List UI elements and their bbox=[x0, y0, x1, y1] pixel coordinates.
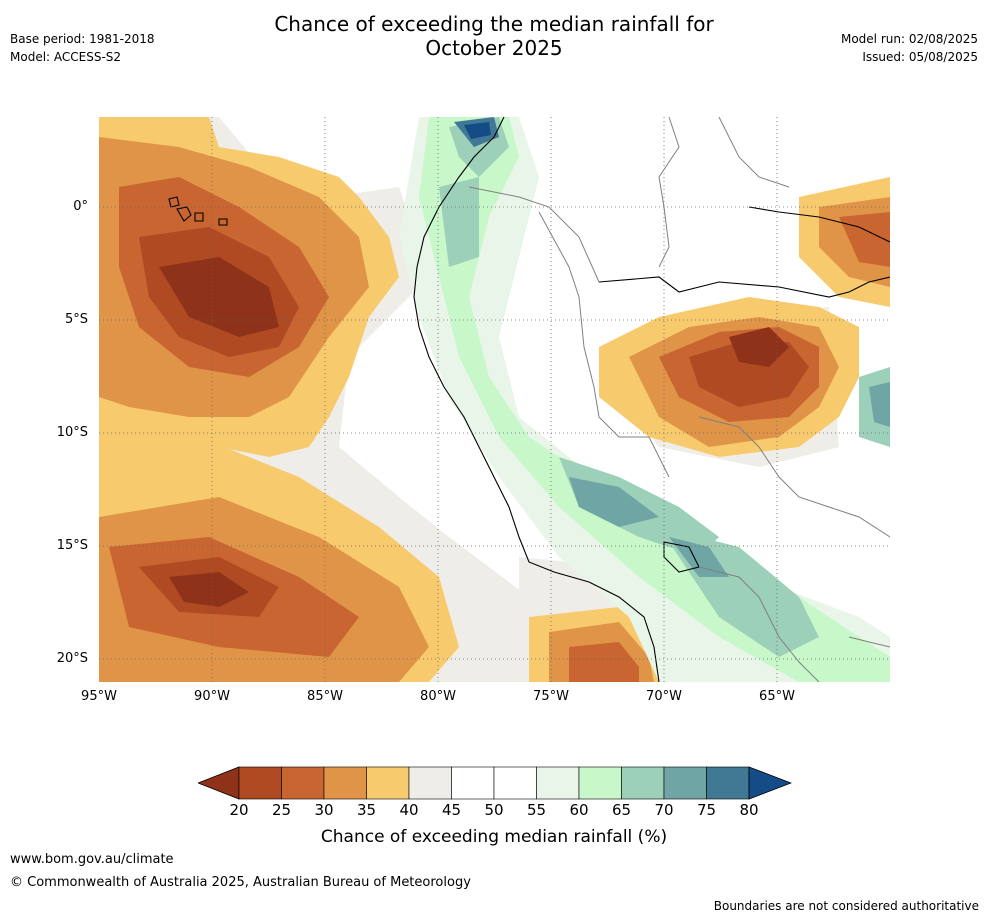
colorbar-swatch-75-80 bbox=[706, 766, 750, 800]
dry-zone-southwest bbox=[99, 437, 459, 682]
colorbar-swatch-65-70 bbox=[621, 766, 665, 800]
colorbar-high-arrow bbox=[748, 766, 793, 800]
colorbar-swatch-45-50 bbox=[451, 766, 495, 800]
colorbar-swatch-60-65 bbox=[578, 766, 622, 800]
colorbar-tick-20: 20 bbox=[229, 801, 249, 819]
coastline bbox=[168, 117, 890, 682]
colorbar-tick-50: 50 bbox=[484, 801, 504, 819]
colorbar-tick-80: 80 bbox=[739, 801, 759, 819]
title-line-2: October 2025 bbox=[425, 36, 563, 60]
colorbar bbox=[196, 766, 793, 804]
lon-label-65w: 65°W bbox=[759, 689, 795, 704]
meta-right: Model run: 02/08/2025 Issued: 05/08/2025 bbox=[841, 30, 978, 66]
lon-label-70w: 70°W bbox=[646, 689, 682, 704]
colorbar-tick-45: 45 bbox=[441, 801, 462, 819]
colorbar-low-arrow bbox=[196, 766, 240, 800]
colorbar-tick-70: 70 bbox=[654, 801, 674, 819]
colorbar-swatch-55-60 bbox=[536, 766, 580, 800]
lon-label-90w: 90°W bbox=[194, 689, 230, 704]
colorbar-tick-40: 40 bbox=[399, 801, 419, 819]
lat-label-10s: 10°S bbox=[56, 425, 88, 440]
colorbar-tick-55: 55 bbox=[526, 801, 547, 819]
map-svg bbox=[99, 117, 890, 682]
colorbar-tick-75: 75 bbox=[696, 801, 717, 819]
lon-label-75w: 75°W bbox=[533, 689, 569, 704]
colorbar-swatch-35-40 bbox=[366, 766, 410, 800]
colorbar-swatch-25-30 bbox=[281, 766, 325, 800]
colorbar-ticks: 20 25 30 35 40 45 50 55 60 65 70 75 80 bbox=[0, 801, 988, 821]
base-period: Base period: 1981-2018 bbox=[10, 32, 155, 46]
wet-zone-andes bbox=[399, 117, 890, 682]
meta-left: Base period: 1981-2018 Model: ACCESS-S2 bbox=[10, 30, 155, 66]
colorbar-tick-60: 60 bbox=[569, 801, 589, 819]
colorbar-swatch-50-55 bbox=[493, 766, 537, 800]
model-run: Model run: 02/08/2025 bbox=[840, 32, 978, 46]
issued-date: Issued: 05/08/2025 bbox=[862, 50, 978, 64]
colorbar-swatch-70-75 bbox=[663, 766, 707, 800]
lat-label-15s: 15°S bbox=[56, 538, 88, 553]
lat-label-0: 0° bbox=[73, 199, 88, 214]
rainfall-map bbox=[99, 117, 890, 682]
colorbar-label: Chance of exceeding median rainfall (%) bbox=[320, 827, 668, 847]
colorbar-swatch-20-25 bbox=[238, 766, 282, 800]
disclaimer-text: Boundaries are not considered authoritat… bbox=[713, 899, 979, 913]
colorbar-tick-65: 65 bbox=[611, 801, 632, 819]
colorbar-tick-30: 30 bbox=[314, 801, 334, 819]
lon-label-95w: 95°W bbox=[81, 689, 117, 704]
country-borders bbox=[468, 117, 890, 682]
colorbar-swatch-30-35 bbox=[323, 766, 367, 800]
model-name: Model: ACCESS-S2 bbox=[10, 50, 122, 64]
colorbar-swatch-40-45 bbox=[408, 766, 452, 800]
colorbar-tick-25: 25 bbox=[271, 801, 292, 819]
lat-label-5s: 5°S bbox=[64, 312, 88, 327]
map-title: Chance of exceeding the median rainfall … bbox=[0, 12, 988, 60]
colorbar-tick-35: 35 bbox=[356, 801, 377, 819]
colorbar-svg bbox=[196, 766, 793, 800]
lon-label-80w: 80°W bbox=[420, 689, 456, 704]
copyright-text: © Commonwealth of Australia 2025, Austra… bbox=[10, 875, 471, 890]
lat-label-20s: 20°S bbox=[56, 651, 88, 666]
website-link[interactable]: www.bom.gov.au/climate bbox=[10, 852, 174, 867]
dry-zone-west bbox=[99, 117, 399, 457]
title-line-1: Chance of exceeding the median rainfall … bbox=[274, 12, 714, 36]
lon-label-85w: 85°W bbox=[307, 689, 343, 704]
